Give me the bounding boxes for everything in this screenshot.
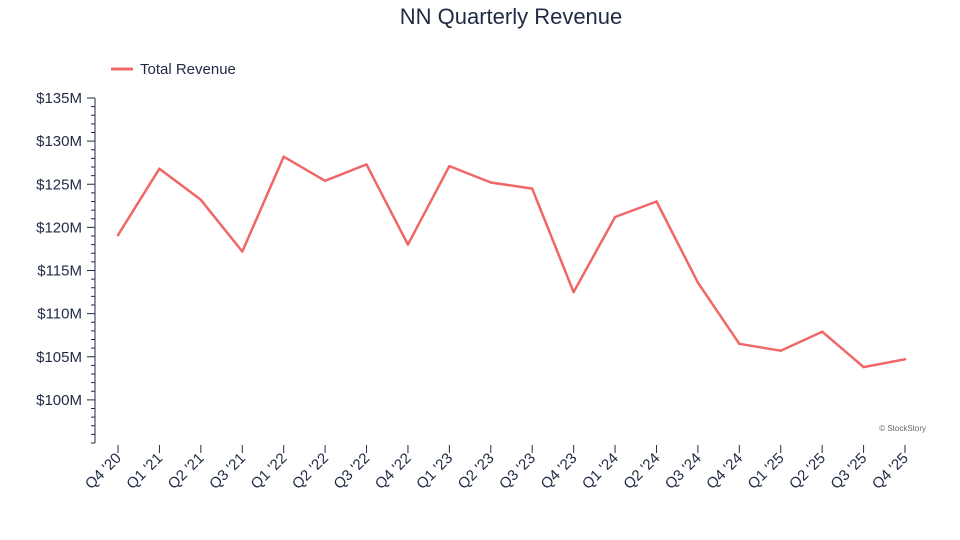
x-tick-label: Q3 '22 bbox=[330, 450, 373, 493]
x-tick-label: Q3 '25 bbox=[827, 450, 870, 493]
x-tick-label: Q4 '20 bbox=[82, 450, 125, 493]
x-tick-label: Q1 '25 bbox=[745, 450, 788, 493]
x-tick-label: Q2 '25 bbox=[786, 450, 829, 493]
data-point bbox=[531, 187, 534, 190]
x-tick-label: Q4 '24 bbox=[703, 450, 746, 493]
data-point bbox=[862, 365, 865, 369]
legend: Total Revenue bbox=[111, 61, 236, 78]
x-tick-label: Q2 '22 bbox=[289, 450, 332, 493]
series-group bbox=[116, 155, 907, 369]
data-point bbox=[241, 250, 244, 253]
chart-title: NN Quarterly Revenue bbox=[400, 4, 623, 29]
x-tick-label: Q4 '23 bbox=[538, 450, 581, 493]
data-point bbox=[365, 163, 368, 166]
y-tick-label: $125M bbox=[36, 176, 82, 193]
data-point bbox=[779, 349, 782, 352]
data-point bbox=[323, 179, 327, 182]
x-tick-label: Q4 '22 bbox=[372, 450, 415, 493]
credit-text: © StockStory bbox=[879, 424, 926, 433]
y-tick-label: $110M bbox=[37, 306, 82, 323]
x-tick-label: Q1 '23 bbox=[413, 450, 456, 493]
data-point bbox=[489, 181, 492, 184]
data-point bbox=[448, 164, 451, 168]
x-tick-label: Q1 '22 bbox=[248, 450, 291, 493]
x-tick-label: Q3 '24 bbox=[662, 450, 705, 493]
legend-label: Total Revenue bbox=[140, 61, 236, 78]
data-point bbox=[820, 330, 824, 333]
x-tick-label: Q3 '23 bbox=[496, 450, 539, 493]
x-tick-label: Q3 '21 bbox=[206, 450, 249, 493]
y-axis: $100M $105M $110M $115M $120M $125M $130M $135M bbox=[36, 90, 96, 444]
y-tick-label: $100M bbox=[36, 392, 82, 409]
data-point bbox=[116, 233, 120, 237]
data-point bbox=[572, 290, 575, 294]
data-point bbox=[406, 243, 410, 246]
y-tick-label: $130M bbox=[36, 133, 82, 150]
x-tick-label: Q1 '21 bbox=[123, 450, 166, 493]
y-tick-label: $120M bbox=[36, 219, 82, 236]
x-tick-label: Q2 '21 bbox=[165, 450, 208, 493]
series-line-total-revenue bbox=[116, 155, 907, 369]
x-tick-label: Q4 '25 bbox=[869, 450, 912, 493]
y-tick-label: $135M bbox=[36, 90, 82, 107]
data-point bbox=[282, 155, 285, 158]
data-point bbox=[613, 215, 617, 219]
x-tick-label: Q1 '24 bbox=[579, 450, 622, 493]
data-point bbox=[655, 200, 658, 203]
data-point bbox=[158, 167, 161, 170]
x-tick-label: Q2 '23 bbox=[455, 450, 498, 493]
y-tick-label: $105M bbox=[36, 349, 82, 366]
data-point bbox=[738, 342, 741, 346]
data-point bbox=[199, 198, 203, 201]
x-tick-label: Q2 '24 bbox=[620, 450, 663, 493]
data-point bbox=[903, 358, 907, 361]
data-point bbox=[696, 281, 700, 284]
y-tick-label: $115M bbox=[37, 263, 82, 280]
